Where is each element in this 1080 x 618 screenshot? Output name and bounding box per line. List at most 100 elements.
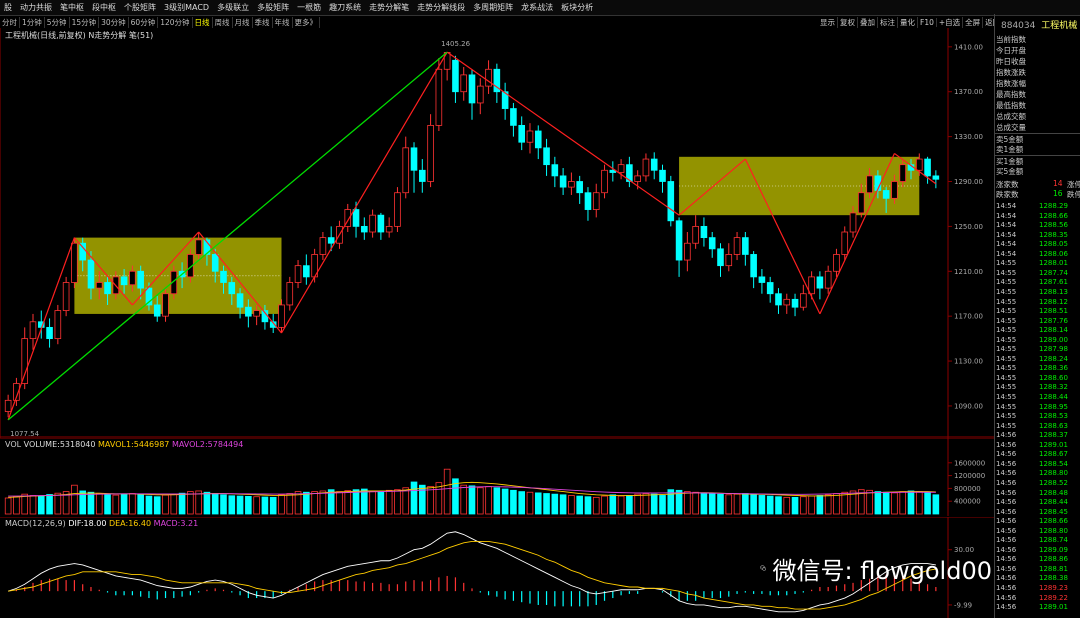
menu-item[interactable]: 3级别MACD (164, 3, 210, 12)
candle (228, 276, 236, 305)
macd-chart[interactable]: 30.00 -9.99 (0, 517, 994, 618)
bi-stroke (894, 152, 937, 185)
tick-price: 1288.12 (1039, 297, 1068, 306)
info-row: 买1金额 (995, 155, 1080, 167)
tab-period[interactable]: 5分钟 (45, 16, 70, 28)
tab-period[interactable]: 15分钟 (70, 16, 100, 28)
tab-period[interactable]: 120分钟 (158, 16, 193, 28)
volume-bar (120, 493, 128, 515)
candle (294, 260, 302, 289)
tool-button[interactable]: 标注 (878, 16, 898, 28)
menu-item[interactable]: 股 (4, 3, 12, 12)
tab-period[interactable]: 日线 (193, 16, 213, 28)
tick-price: 1288.53 (1039, 412, 1068, 421)
candle (460, 67, 468, 101)
menu-item[interactable]: 多股矩阵 (257, 3, 290, 12)
tab-period[interactable]: 30分钟 (99, 16, 129, 28)
tool-button[interactable]: 显示 (818, 16, 838, 28)
volume-bar (269, 496, 277, 515)
stock-name: 工程机械 (1041, 21, 1078, 31)
candle (220, 265, 227, 294)
tool-button[interactable]: 复权 (838, 16, 858, 28)
candle (510, 102, 517, 137)
tool-button[interactable]: 量化 (898, 16, 918, 28)
tick-row: 14:55 1288.32 (995, 383, 1080, 393)
tab-period[interactable]: 月线 (233, 16, 253, 28)
tick-row: 14:55 1289.00 (995, 336, 1080, 346)
candle (700, 217, 708, 247)
volume-chart[interactable]: 400000 800000 1200000 1600000 (0, 438, 994, 516)
tick-row: 14:55 1288.51 (995, 307, 1080, 317)
tab-period[interactable]: 1分钟 (20, 16, 45, 28)
bi-stroke (280, 51, 448, 334)
volume-bar (170, 493, 178, 515)
candle (650, 152, 658, 180)
tick-time: 14:56 (996, 526, 1017, 535)
menu-item[interactable]: 动力共振 (20, 3, 52, 12)
tab-period[interactable]: 更多》 (293, 16, 321, 28)
menu-item[interactable]: 个股矩阵 (124, 3, 156, 12)
volume-bar (327, 489, 335, 515)
tab-period[interactable]: 分时 (0, 16, 20, 28)
candle (808, 271, 815, 300)
volume-bar (733, 493, 741, 515)
menu-item[interactable]: 趣刀系统 (329, 3, 362, 12)
volume-bar (352, 489, 360, 515)
high-annotation: 1405.26 (441, 40, 470, 48)
volume-bar (808, 495, 815, 515)
tick-row: 14:56 1289.01 (995, 603, 1080, 613)
tick-row: 14:56 1288.54 (995, 460, 1080, 470)
tab-period[interactable]: 60分钟 (129, 16, 159, 28)
candle (592, 183, 600, 218)
candle (4, 394, 12, 418)
volume-bar (915, 491, 923, 515)
vol-name: VOL (5, 440, 22, 449)
volume-bar (592, 496, 600, 515)
candle (932, 170, 940, 189)
volume-bar (559, 494, 567, 515)
volume-bar (907, 490, 915, 515)
volume-bar (187, 491, 194, 515)
tool-button[interactable]: F10 (918, 17, 937, 27)
tab-period[interactable]: 季线 (253, 16, 273, 28)
vol-tick-label: 1600000 (954, 459, 985, 467)
menu-item[interactable]: 走势分解笔 (369, 3, 410, 12)
menu-item[interactable]: 段中枢 (92, 3, 116, 12)
menu-item[interactable]: 走势分解线段 (417, 3, 466, 12)
menu-item[interactable]: 龙系战法 (521, 3, 554, 12)
tick-row: 14:56 1288.80 (995, 527, 1080, 537)
candle (609, 161, 617, 182)
volume-bar (95, 493, 103, 515)
menu-item[interactable]: 笔中枢 (60, 3, 84, 12)
menu-item[interactable]: 板块分析 (561, 3, 594, 12)
candle (601, 164, 608, 199)
tab-period[interactable]: 年线 (273, 16, 293, 28)
tick-price: 1288.80 (1039, 526, 1068, 535)
tool-button[interactable]: +自选 (937, 16, 964, 28)
tab-period[interactable]: 周线 (213, 16, 233, 28)
tool-button[interactable]: 全屏 (963, 16, 984, 28)
tick-row: 14:56 1289.01 (995, 441, 1080, 451)
volume-bar (634, 493, 641, 515)
tick-row: 14:54 1288.35 (995, 231, 1080, 241)
tick-time: 14:56 (996, 507, 1017, 516)
candle (104, 276, 111, 305)
candle (800, 284, 807, 311)
tick-row: 14:55 1288.01 (995, 259, 1080, 269)
segment-line (7, 51, 448, 421)
tick-time: 14:55 (996, 364, 1017, 373)
tick-price: 1288.05 (1039, 240, 1068, 249)
tick-row: 14:56 1288.48 (995, 489, 1080, 499)
menu-item[interactable]: 一根筋 (297, 3, 322, 12)
menu-item[interactable]: 多周期矩阵 (473, 3, 514, 12)
price-chart[interactable]: 1090.00 1130.00 1170.00 1210.00 1250.00 1290.… (0, 28, 994, 438)
tool-button[interactable]: 叠加 (858, 16, 878, 28)
tool-button[interactable]: 返回 (983, 17, 994, 28)
volume-bar (294, 491, 302, 515)
menu-item[interactable]: 多级联立 (217, 3, 250, 12)
dea-value: DEA:16.40 (108, 519, 152, 528)
volume-bar (112, 494, 120, 515)
chart-title: 工程机械(日线,前复权) N走势分解 笔(51) (5, 31, 154, 40)
volume-bar (145, 495, 153, 515)
tick-time: 14:55 (996, 326, 1017, 335)
